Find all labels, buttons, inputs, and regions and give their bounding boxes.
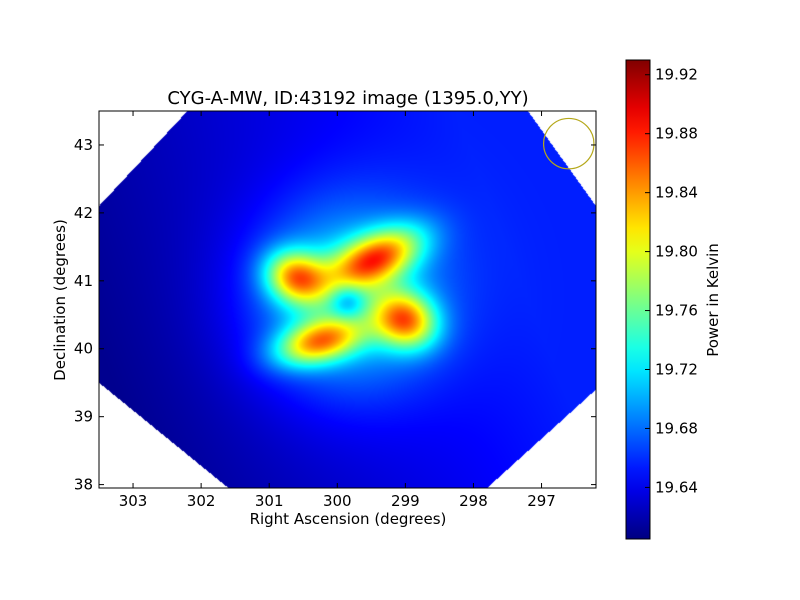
y-tick-label: 42 xyxy=(74,204,93,222)
y-axis: 38 39 40 41 42 43 xyxy=(74,136,596,494)
x-tick-label: 303 xyxy=(119,492,148,510)
plot-area xyxy=(99,111,596,488)
colorbar-label: Power in Kelvin xyxy=(704,243,722,357)
x-tick-label: 300 xyxy=(323,492,352,510)
colorbar-tick-label: 19.84 xyxy=(655,184,698,202)
x-axis-label: Right Ascension (degrees) xyxy=(250,510,447,528)
colorbar-tick-label: 19.76 xyxy=(655,302,698,320)
y-tick-label: 38 xyxy=(74,476,93,494)
colorbar-tick-label: 19.92 xyxy=(655,66,698,84)
colorbar-ticks: 19.64 19.68 19.72 19.76 19.80 19.84 19.88 19.92 xyxy=(645,66,698,496)
y-tick-label: 43 xyxy=(74,136,93,154)
y-axis-label: Declination (degrees) xyxy=(51,219,69,381)
colorbar-tick-label: 19.80 xyxy=(655,243,698,261)
beam-circle-marker xyxy=(542,117,595,170)
y-tick-label: 41 xyxy=(74,272,93,290)
colorbar-tick-label: 19.68 xyxy=(655,419,698,437)
colorbar-gradient xyxy=(625,59,651,540)
y-tick-label: 40 xyxy=(74,340,93,358)
colorbar: 19.64 19.68 19.72 19.76 19.80 19.84 19.88 19.92… xyxy=(625,59,722,540)
y-tick-label: 39 xyxy=(74,408,93,426)
chart-title: CYG-A-MW, ID:43192 image (1395.0,YY) xyxy=(167,88,528,109)
x-tick-label: 298 xyxy=(459,492,488,510)
colorbar-tick-label: 19.88 xyxy=(655,125,698,143)
x-tick-label: 302 xyxy=(187,492,216,510)
x-tick-label: 297 xyxy=(527,492,556,510)
x-axis: 303 302 301 300 299 298 297 xyxy=(119,111,556,510)
colorbar-tick-label: 19.64 xyxy=(655,478,698,496)
plot-frame xyxy=(98,110,597,489)
colorbar-tick-label: 19.72 xyxy=(655,361,698,379)
x-tick-label: 299 xyxy=(391,492,420,510)
x-tick-label: 301 xyxy=(255,492,284,510)
heatmap-image xyxy=(99,111,596,488)
